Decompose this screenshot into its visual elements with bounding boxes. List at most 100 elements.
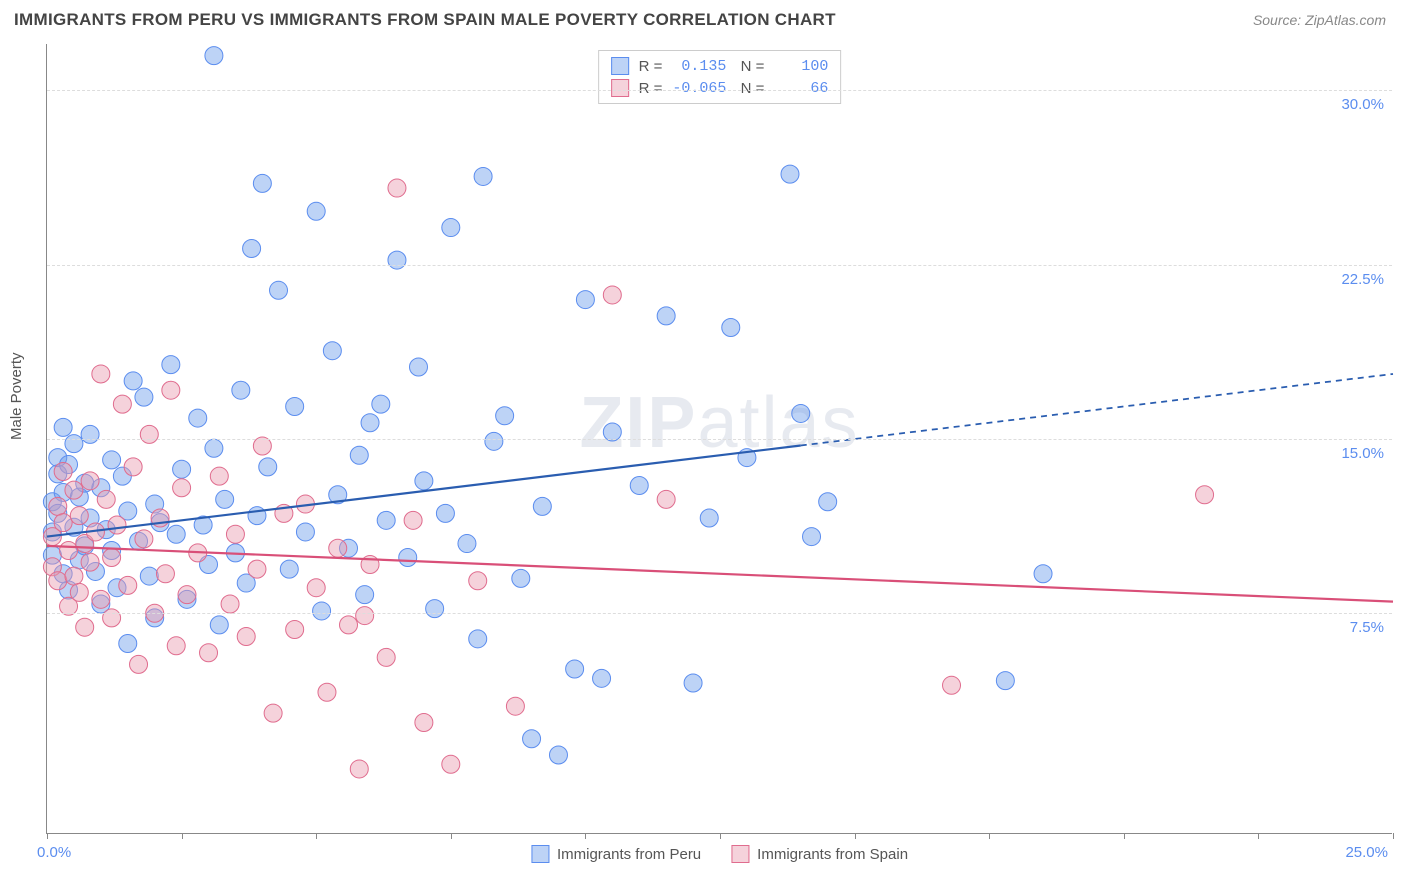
data-point	[388, 251, 406, 269]
data-point	[135, 530, 153, 548]
x-tick-mark	[451, 833, 452, 839]
data-point	[173, 479, 191, 497]
x-tick-mark	[1393, 833, 1394, 839]
data-point	[436, 504, 454, 522]
data-point	[205, 47, 223, 65]
data-point	[81, 425, 99, 443]
data-point	[781, 165, 799, 183]
y-axis-label: Male Poverty	[8, 352, 25, 440]
data-point	[259, 458, 277, 476]
data-point	[54, 514, 72, 532]
data-point	[700, 509, 718, 527]
data-point	[92, 365, 110, 383]
data-point	[943, 676, 961, 694]
data-point	[350, 446, 368, 464]
data-point	[356, 607, 374, 625]
data-point	[404, 511, 422, 529]
x-axis-min-label: 0.0%	[37, 844, 71, 861]
data-point	[307, 202, 325, 220]
legend-row-spain: R =-0.065 N =66	[611, 77, 829, 99]
data-point	[280, 560, 298, 578]
data-point	[92, 590, 110, 608]
data-point	[630, 476, 648, 494]
data-point	[361, 414, 379, 432]
chart-header: IMMIGRANTS FROM PERU VS IMMIGRANTS FROM …	[0, 0, 1406, 36]
data-point	[119, 576, 137, 594]
data-point	[996, 672, 1014, 690]
chart-source: Source: ZipAtlas.com	[1253, 12, 1386, 28]
data-point	[350, 760, 368, 778]
x-tick-mark	[855, 833, 856, 839]
data-point	[684, 674, 702, 692]
data-point	[657, 490, 675, 508]
data-point	[485, 432, 503, 450]
data-point	[377, 511, 395, 529]
legend-swatch-spain-bottom	[731, 845, 749, 863]
legend-row-peru: R =0.135 N =100	[611, 55, 829, 77]
data-point	[318, 683, 336, 701]
data-point	[819, 493, 837, 511]
data-point	[329, 539, 347, 557]
legend-item-spain: Immigrants from Spain	[731, 845, 908, 863]
x-tick-mark	[585, 833, 586, 839]
data-point	[210, 616, 228, 634]
data-point	[340, 616, 358, 634]
data-point	[657, 307, 675, 325]
data-point	[49, 497, 67, 515]
chart-title: IMMIGRANTS FROM PERU VS IMMIGRANTS FROM …	[14, 10, 836, 30]
data-point	[140, 425, 158, 443]
data-point	[167, 525, 185, 543]
correlation-legend: R =0.135 N =100 R =-0.065 N =66	[598, 50, 842, 104]
legend-swatch-spain	[611, 79, 629, 97]
data-point	[264, 704, 282, 722]
data-point	[70, 583, 88, 601]
data-point	[135, 388, 153, 406]
data-point	[103, 609, 121, 627]
y-tick-label: 22.5%	[1341, 271, 1384, 288]
data-point	[60, 542, 78, 560]
data-point	[167, 637, 185, 655]
data-point	[130, 655, 148, 673]
data-point	[415, 713, 433, 731]
x-tick-mark	[720, 833, 721, 839]
data-point	[792, 404, 810, 422]
data-point	[200, 644, 218, 662]
data-point	[97, 490, 115, 508]
data-point	[232, 381, 250, 399]
data-point	[296, 523, 314, 541]
data-point	[372, 395, 390, 413]
data-point	[722, 318, 740, 336]
data-point	[603, 286, 621, 304]
data-point	[156, 565, 174, 583]
data-point	[243, 239, 261, 257]
data-point	[237, 628, 255, 646]
data-point	[248, 560, 266, 578]
legend-item-peru: Immigrants from Peru	[531, 845, 701, 863]
x-tick-mark	[1124, 833, 1125, 839]
data-point	[566, 660, 584, 678]
data-point	[270, 281, 288, 299]
gridline-h	[47, 90, 1392, 91]
data-point	[377, 648, 395, 666]
data-point	[70, 507, 88, 525]
data-point	[286, 397, 304, 415]
data-point	[108, 516, 126, 534]
data-point	[103, 549, 121, 567]
data-point	[1034, 565, 1052, 583]
x-tick-mark	[316, 833, 317, 839]
data-point	[576, 291, 594, 309]
data-point	[162, 356, 180, 374]
data-point	[173, 460, 191, 478]
data-point	[496, 407, 514, 425]
data-point	[307, 579, 325, 597]
data-point	[415, 472, 433, 490]
data-point	[593, 669, 611, 687]
legend-swatch-peru-bottom	[531, 845, 549, 863]
data-point	[253, 174, 271, 192]
data-point	[65, 567, 83, 585]
data-point	[124, 458, 142, 476]
data-point	[124, 372, 142, 390]
data-point	[65, 481, 83, 499]
data-point	[76, 618, 94, 636]
data-point	[399, 549, 417, 567]
